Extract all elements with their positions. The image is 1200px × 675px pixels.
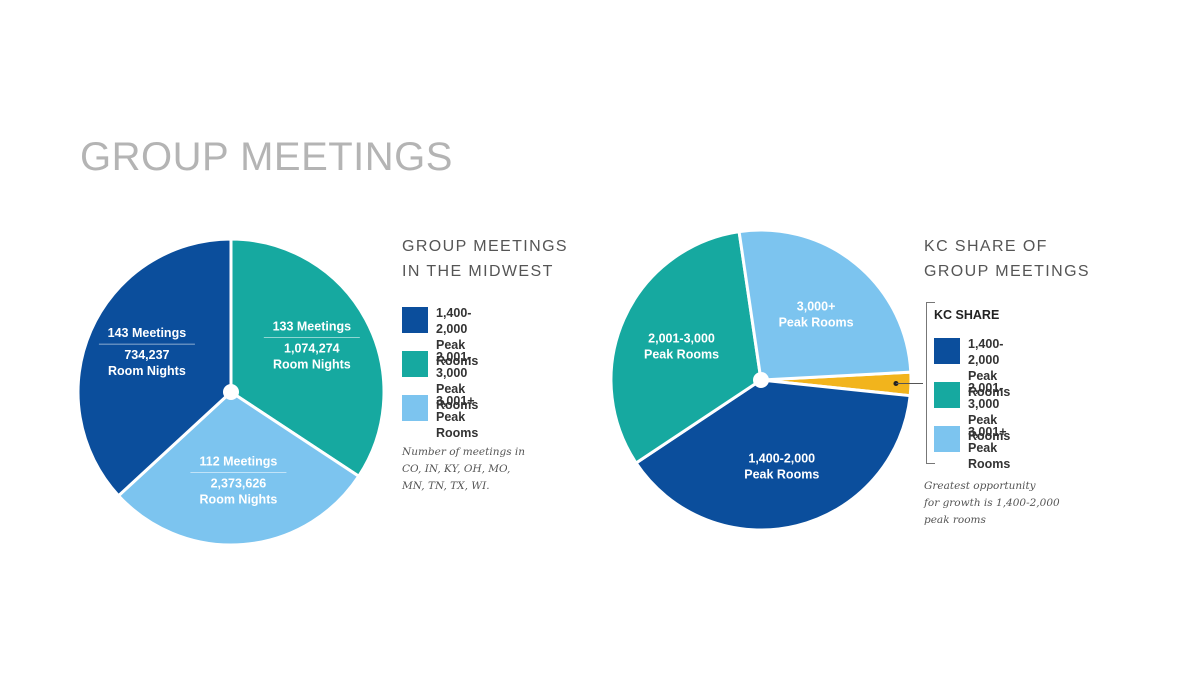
pie-slice [116,390,361,547]
slice-label: 2,001-3,000 [648,332,715,346]
page-title: GROUP MEETINGS [80,135,453,179]
legend-swatch-3001-plus [402,395,428,421]
legend-swatch-1400-2000 [402,307,428,333]
slice-label-meetings: 143 Meetings [108,326,187,340]
slice-label-room-nights-caption: Room Nights [108,364,186,378]
legend-label: 1,400-2,000 [436,306,472,336]
pie-slice [609,229,763,466]
slice-label: Peak Rooms [744,467,819,481]
pie-slice [76,237,233,498]
midwest-meetings-pie-chart: 133 Meetings 1,074,274 Room Nights 112 Meet… [76,237,386,547]
footnote-line: MN, TN, TX, WI. [402,480,490,492]
slice-label: 3,000+ [797,300,836,314]
footnote-line: CO, IN, KY, OH, MO, [402,463,511,475]
legend-label: 2,001-3,000 [436,350,472,380]
slice-label-room-nights-caption: Room Nights [273,357,351,371]
slice-label: Peak Rooms [779,316,854,330]
kc-footnote: Greatest opportunity for growth is 1,400… [924,478,1060,529]
legend-label: Peak Rooms [436,382,479,412]
kc-share-pie-chart: 1,400-2,000 Peak Rooms 2,001-3,000 Peak Roo… [609,228,923,532]
footnote-line: Greatest opportunity [924,480,1036,492]
midwest-chart-title-line-2: IN THE MIDWEST [402,263,554,280]
legend-swatch-3001-plus [934,426,960,452]
midwest-chart-title: GROUP MEETINGS IN THE MIDWEST [402,234,568,284]
midwest-chart-title-line-1: GROUP MEETINGS [402,238,568,255]
legend-label: 2,001-3,000 [968,381,1004,411]
kc-chart-title-line-1: KC SHARE OF [924,238,1048,255]
pie-slice [737,228,913,382]
legend-swatch-1400-2000 [934,338,960,364]
kc-chart-title: KC SHARE OF GROUP MEETINGS [924,234,1090,284]
legend-swatch-2001-3000 [934,382,960,408]
footnote-line: for growth is 1,400-2,000 [924,497,1060,509]
legend-label: Peak Rooms [436,338,479,368]
slice-label-room-nights: 734,237 [124,348,169,362]
slice-label-room-nights-caption: Room Nights [200,492,278,506]
midwest-footnote: Number of meetings in CO, IN, KY, OH, MO… [402,444,525,495]
footnote-line: Number of meetings in [402,446,526,458]
slice-label-room-nights: 1,074,274 [284,341,340,355]
legend-label: Peak Rooms [968,413,1011,443]
legend-label: Peak Rooms [968,369,1011,399]
legend-label: Peak Rooms [436,410,479,440]
legend-label: 3,001+ [436,394,475,408]
legend-label: 1,400-2,000 [968,337,1004,367]
legend-swatch-2001-3000 [402,351,428,377]
legend-label: Peak Rooms [968,441,1011,471]
slice-label-room-nights: 2,373,626 [211,476,267,490]
pie-center-dot [753,372,769,388]
slice-label-meetings: 133 Meetings [273,319,352,333]
slice-label: 1,400-2,000 [748,451,815,465]
kc-share-legend-heading: KC SHARE [934,308,1000,322]
footnote-line: peak rooms [924,514,986,526]
legend-label: 3,001+ [968,425,1007,439]
kc-chart-title-line-2: GROUP MEETINGS [924,263,1090,280]
slice-label: Peak Rooms [644,348,719,362]
kc-legend-bracket [926,302,935,464]
pie-center-dot [223,384,239,400]
slice-label-meetings: 112 Meetings [200,454,278,468]
